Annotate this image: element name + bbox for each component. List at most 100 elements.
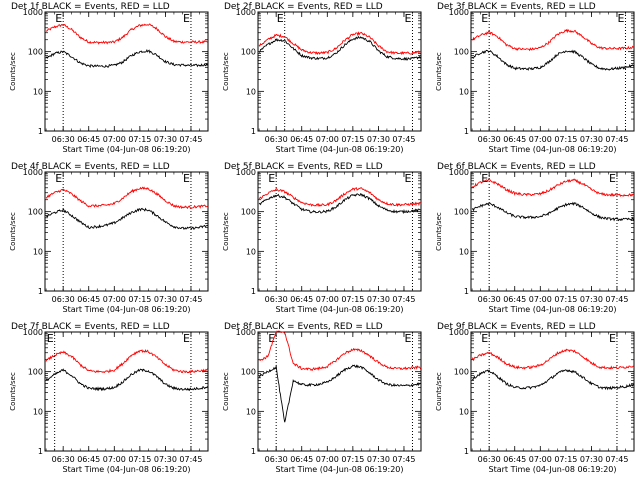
y-axis-label: Counts/sec [435,212,443,251]
panel-6: Det 6f BLACK = Events, RED = LLD 1 10 100 10… [435,162,635,314]
y-tick-label: 1 [464,287,469,296]
y-tick-label: 1 [251,447,256,456]
x-tick-label: 07:45 [392,455,415,464]
panel-4: Det 4f BLACK = Events, RED = LLD 1 10 100 10… [9,162,209,314]
panel-title: Det 5f BLACK = Events, RED = LLD [224,162,383,172]
x-axis-label: Start Time (04-Jun-08 06:19:20) [63,145,191,154]
y-tick-label: 1 [38,287,43,296]
panel-title: Det 8f BLACK = Events, RED = LLD [224,322,383,332]
marker-label: E [183,172,190,185]
marker-label: E [55,172,62,185]
x-tick-label: 07:15 [341,455,364,464]
x-tick-label: 06:30 [478,295,501,304]
marker-label: E [183,12,190,25]
x-tick-label: 06:45 [77,455,100,464]
x-axis-label: Start Time (04-Jun-08 06:19:20) [489,145,617,154]
marker-label: E [55,12,62,25]
x-tick-label: 06:45 [503,295,526,304]
series-lld-line [45,186,209,210]
axes-frame [44,171,209,292]
panel-2: Det 2f BLACK = Events, RED = LLD 1 10 100 10… [222,2,422,154]
x-tick-label: 07:30 [367,455,390,464]
series-events-line [471,201,635,222]
y-tick-label: 10 [459,87,469,96]
y-tick-label: 100 [28,48,43,57]
axes-frame [470,331,635,452]
x-tick-label: 07:00 [316,295,339,304]
x-tick-label: 06:45 [503,135,526,144]
y-tick-label: 1000 [236,328,256,337]
x-tick-label: 07:15 [128,135,151,144]
panel-3: Det 3f BLACK = Events, RED = LLD 1 10 100 10… [435,2,635,154]
series-lld-line [471,348,635,370]
y-axis-label: Counts/sec [435,372,443,411]
y-tick-label: 1000 [23,168,43,177]
series-lld-line [258,330,422,371]
x-tick-label: 07:00 [103,295,126,304]
y-tick-label: 10 [246,87,256,96]
y-tick-label: 1 [464,127,469,136]
series-events-line [45,207,208,230]
panel-title: Det 6f BLACK = Events, RED = LLD [437,162,596,172]
series-events-line [45,368,209,392]
y-tick-label: 1 [251,287,256,296]
marker-label: E [405,332,412,345]
panel-9: Det 9f BLACK = Events, RED = LLD 1 10 100 10… [435,322,635,474]
marker-label: E [609,172,616,185]
axes-frame [257,11,422,132]
x-tick-label: 07:00 [529,135,552,144]
y-tick-label: 1 [38,127,43,136]
y-tick-label: 100 [241,368,256,377]
marker-label: E [183,332,190,345]
series-events-line [258,364,422,423]
x-axis-label: Start Time (04-Jun-08 06:19:20) [489,465,617,474]
series-events-line [259,35,422,61]
x-tick-label: 07:45 [392,135,415,144]
x-tick-label: 07:30 [367,295,390,304]
series-events-line [45,49,209,68]
x-tick-label: 07:30 [154,295,177,304]
y-axis-label: Counts/sec [9,212,17,251]
series-lld-line [45,23,209,45]
y-tick-label: 100 [241,208,256,217]
x-axis-label: Start Time (04-Jun-08 06:19:20) [63,305,191,314]
panel-title: Det 1f BLACK = Events, RED = LLD [11,2,170,12]
panel-title: Det 7f BLACK = Events, RED = LLD [11,322,170,332]
series-lld-line [45,348,209,374]
x-axis-label: Start Time (04-Jun-08 06:19:20) [63,465,191,474]
y-tick-label: 100 [28,208,43,217]
x-tick-label: 06:30 [478,135,501,144]
x-tick-label: 07:30 [154,135,177,144]
marker-label: E [481,332,488,345]
series-lld-line [471,28,635,52]
axes-frame [257,171,422,292]
panel-title: Det 4f BLACK = Events, RED = LLD [11,162,170,172]
x-axis-label: Start Time (04-Jun-08 06:19:20) [276,145,404,154]
x-tick-label: 07:15 [554,295,577,304]
y-axis-label: Counts/sec [222,372,230,411]
x-tick-label: 06:30 [265,455,288,464]
marker-label: E [481,12,488,25]
x-tick-label: 07:30 [580,455,603,464]
series-events-line [471,49,635,71]
x-tick-label: 07:00 [529,455,552,464]
panel-title: Det 3f BLACK = Events, RED = LLD [437,2,596,12]
y-axis-label: Counts/sec [435,52,443,91]
x-tick-label: 06:30 [52,455,75,464]
x-tick-label: 06:30 [265,295,288,304]
x-tick-label: 06:45 [77,135,100,144]
x-tick-label: 07:30 [580,135,603,144]
y-tick-label: 10 [246,247,256,256]
panel-7: Det 7f BLACK = Events, RED = LLD 1 10 100 10… [9,322,209,474]
x-tick-label: 07:30 [154,455,177,464]
x-tick-label: 06:45 [290,295,313,304]
x-tick-label: 07:30 [580,295,603,304]
axes-frame [470,11,635,132]
x-tick-label: 07:45 [392,295,415,304]
y-tick-label: 1000 [236,168,256,177]
x-tick-label: 07:30 [367,135,390,144]
y-axis-label: Counts/sec [222,52,230,91]
x-tick-label: 06:30 [52,135,75,144]
marker-label: E [405,12,412,25]
